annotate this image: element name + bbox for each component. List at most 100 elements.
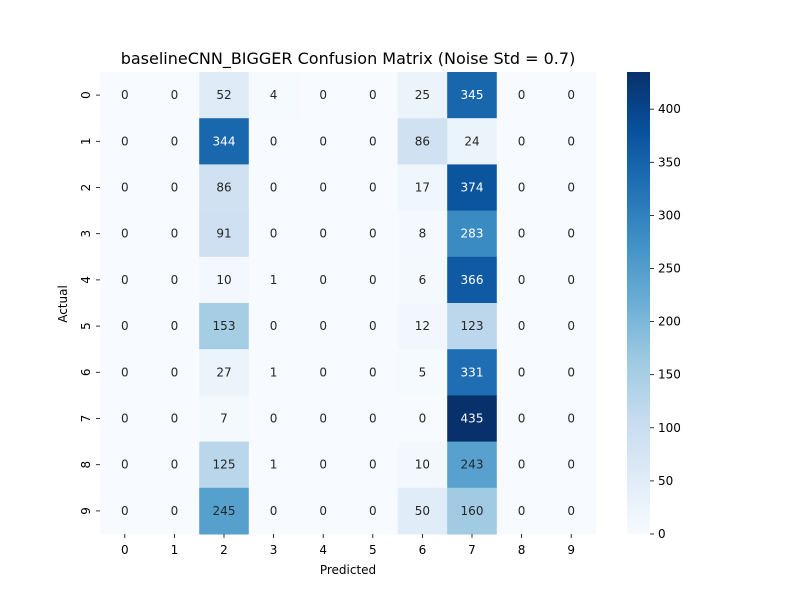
heatmap-cell [149,72,200,119]
heatmap-cell [496,72,547,119]
y-tick-label: 2 [79,184,93,192]
heatmap-cell [298,303,349,350]
cell-value-label: 50 [415,504,430,518]
heatmap-cell [199,487,250,535]
heatmap-cell [546,256,597,304]
cell-value-label: 10 [415,458,430,472]
heatmap-cell [100,256,151,304]
cell-value-label: 0 [171,273,179,287]
heatmap-cell [496,210,547,258]
heatmap-cell [100,72,151,119]
colorbar-tick-label: 200 [658,315,681,329]
y-tick-label: 7 [79,415,93,423]
cell-value-label: 0 [270,412,278,426]
heatmap-cell [100,349,151,396]
cell-value-label: 0 [121,365,129,379]
heatmap-cell [496,303,547,350]
cell-value-label: 8 [419,227,427,241]
heatmap-cell [447,72,498,119]
cell-value-label: 0 [121,181,129,195]
heatmap-cell [149,349,200,396]
heatmap-cell [298,164,349,212]
heatmap-cell [248,303,299,350]
cell-value-label: 160 [461,504,484,518]
cell-value-label: 0 [319,181,327,195]
heatmap-cell [348,395,399,443]
cell-value-label: 0 [121,88,129,102]
x-axis-label: Predicted [320,563,376,577]
cell-value-label: 0 [270,181,278,195]
cell-value-label: 10 [216,273,231,287]
heatmap-cell [149,441,200,489]
cell-value-label: 123 [461,319,484,333]
cell-value-label: 0 [270,504,278,518]
heatmap-cell [397,118,448,165]
cell-value-label: 0 [171,504,179,518]
cell-value-label: 0 [171,365,179,379]
heatmap-cell [149,164,200,212]
heatmap-cell [248,256,299,304]
cell-value-label: 0 [171,458,179,472]
heatmap-cell [397,164,448,212]
cell-value-label: 0 [518,504,526,518]
cell-value-label: 344 [213,134,236,148]
heatmap-cell [199,72,250,119]
heatmap-cell [149,303,200,350]
cell-value-label: 366 [461,273,484,287]
heatmap-cell [298,349,349,396]
heatmap-cell [149,118,200,165]
cell-value-label: 0 [319,504,327,518]
cell-value-label: 243 [461,458,484,472]
cell-value-label: 6 [419,273,427,287]
heatmap-cell [298,256,349,304]
heatmap-grid: 0 0 52 4 0 0 25 345 0 00 0 344 0 0 0 86 24 0 00 0 86 0 0 0 17 374… [100,72,597,535]
heatmap-cell [447,441,498,489]
heatmap-cell [199,118,250,165]
heatmap-cell [248,441,299,489]
cell-value-label: 0 [518,181,526,195]
heatmap-cell [348,164,399,212]
cell-value-label: 1 [270,458,278,472]
x-tick-label: 5 [369,543,377,557]
heatmap-cell [199,441,250,489]
x-tick-label: 6 [419,543,427,557]
cell-value-label: 153 [213,319,236,333]
heatmap-cell [149,210,200,258]
cell-value-label: 0 [270,319,278,333]
heatmap-cell [496,487,547,535]
cell-value-label: 0 [171,319,179,333]
cell-value-label: 17 [415,181,430,195]
heatmap-cell [447,210,498,258]
cell-value-label: 86 [415,134,430,148]
cell-value-label: 0 [567,88,575,102]
colorbar-tick-label: 150 [658,368,681,382]
cell-value-label: 0 [121,504,129,518]
colorbar-tick-label: 50 [658,474,673,488]
cell-value-label: 0 [171,412,179,426]
cell-value-label: 0 [369,88,377,102]
cell-value-label: 374 [461,181,484,195]
cell-value-label: 0 [518,88,526,102]
colorbar-tick-label: 100 [658,421,681,435]
heatmap-cell [397,441,448,489]
x-tick-label: 8 [518,543,526,557]
cell-value-label: 0 [518,273,526,287]
cell-value-label: 0 [369,365,377,379]
heatmap-cell [298,487,349,535]
heatmap-cell [546,118,597,165]
cell-value-label: 0 [567,365,575,379]
heatmap-cell [348,118,399,165]
cell-value-label: 91 [216,227,231,241]
heatmap-cell [199,256,250,304]
heatmap-cell [100,441,151,489]
heatmap-cell [149,256,200,304]
chart-title: baselineCNN_BIGGER Confusion Matrix (Noi… [121,49,576,69]
y-tick-label: 5 [79,322,93,330]
heatmap-cell [348,72,399,119]
heatmap-cell [496,256,547,304]
cell-value-label: 0 [369,412,377,426]
cell-value-label: 0 [369,227,377,241]
cell-value-label: 0 [369,273,377,287]
heatmap-cell [298,118,349,165]
cell-value-label: 0 [121,319,129,333]
